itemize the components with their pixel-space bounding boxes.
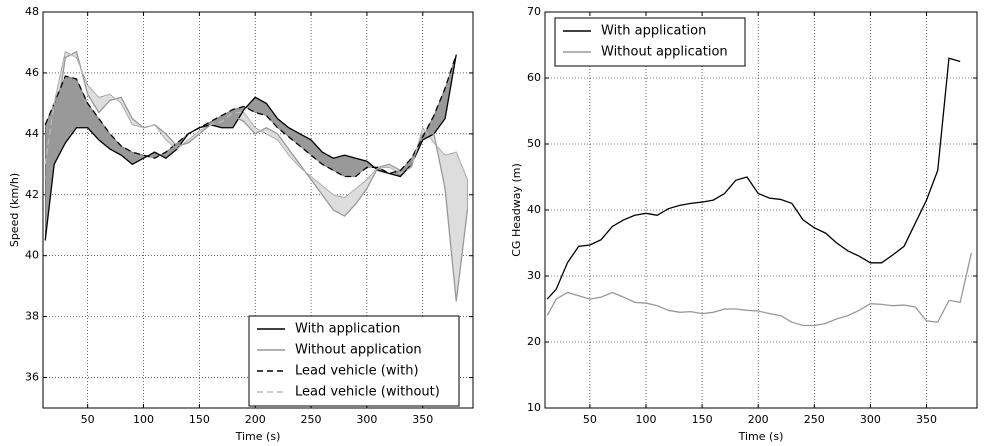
y-tick-label: 38 xyxy=(25,310,39,323)
plot-frame xyxy=(544,11,978,409)
subplot: 50 100 150 200 250 300 350 10 20 30 40 50 60 70 Time (… xyxy=(510,5,978,443)
x-tick-label: 250 xyxy=(301,413,322,426)
y-axis-label: Speed (km/h) xyxy=(8,173,21,247)
series-line xyxy=(546,57,961,300)
y-tick-label: 20 xyxy=(527,335,541,348)
x-tick-label: 300 xyxy=(860,413,881,426)
legend-label: Lead vehicle (with) xyxy=(295,364,419,379)
legend: With application Without application Lead … xyxy=(248,315,460,407)
series-line xyxy=(44,50,469,199)
legend-label: Lead vehicle (without) xyxy=(295,385,440,400)
y-tick-label: 50 xyxy=(527,137,541,150)
x-tick-label: 50 xyxy=(583,413,597,426)
plot-frame xyxy=(42,11,474,409)
series-line xyxy=(44,50,469,302)
y-tick-label: 70 xyxy=(527,5,541,18)
y-tick-label: 44 xyxy=(25,127,39,140)
x-tick-label: 50 xyxy=(81,413,95,426)
legend-label: Without application xyxy=(601,45,728,60)
legend-box xyxy=(248,315,460,407)
x-axis-label: Time (s) xyxy=(738,430,784,443)
series-line xyxy=(44,54,457,178)
legend-label: With application xyxy=(295,322,400,337)
x-tick-label: 200 xyxy=(245,413,266,426)
x-tick-label: 100 xyxy=(133,413,154,426)
legend-label: Without application xyxy=(295,343,422,358)
x-tick-label: 150 xyxy=(692,413,713,426)
x-tick-label: 200 xyxy=(748,413,769,426)
x-axis-label: Time (s) xyxy=(235,430,281,443)
y-tick-label: 30 xyxy=(527,269,541,282)
y-tick-label: 36 xyxy=(25,371,39,384)
x-tick-label: 250 xyxy=(804,413,825,426)
y-tick-label: 60 xyxy=(527,71,541,84)
series-line xyxy=(546,252,973,327)
legend: With application Without application xyxy=(554,17,746,67)
y-tick-label: 42 xyxy=(25,188,39,201)
series-line xyxy=(44,54,457,241)
y-tick-label: 48 xyxy=(25,5,39,18)
y-tick-label: 10 xyxy=(527,401,541,414)
y-tick-label: 40 xyxy=(527,203,541,216)
x-tick-label: 300 xyxy=(356,413,377,426)
y-tick-label: 46 xyxy=(25,66,39,79)
legend-box xyxy=(554,17,746,67)
fill-between xyxy=(44,54,457,241)
legend-label: With application xyxy=(601,24,706,39)
y-tick-label: 40 xyxy=(25,249,39,262)
x-tick-label: 150 xyxy=(189,413,210,426)
fill-between xyxy=(44,51,468,302)
subplot: 50 100 150 200 250 300 350 36 38 40 42 44 46 48 Time (… xyxy=(8,5,474,443)
x-tick-label: 100 xyxy=(635,413,656,426)
y-axis-label: CG Headway (m) xyxy=(510,163,523,257)
x-tick-label: 350 xyxy=(916,413,937,426)
x-tick-label: 350 xyxy=(412,413,433,426)
